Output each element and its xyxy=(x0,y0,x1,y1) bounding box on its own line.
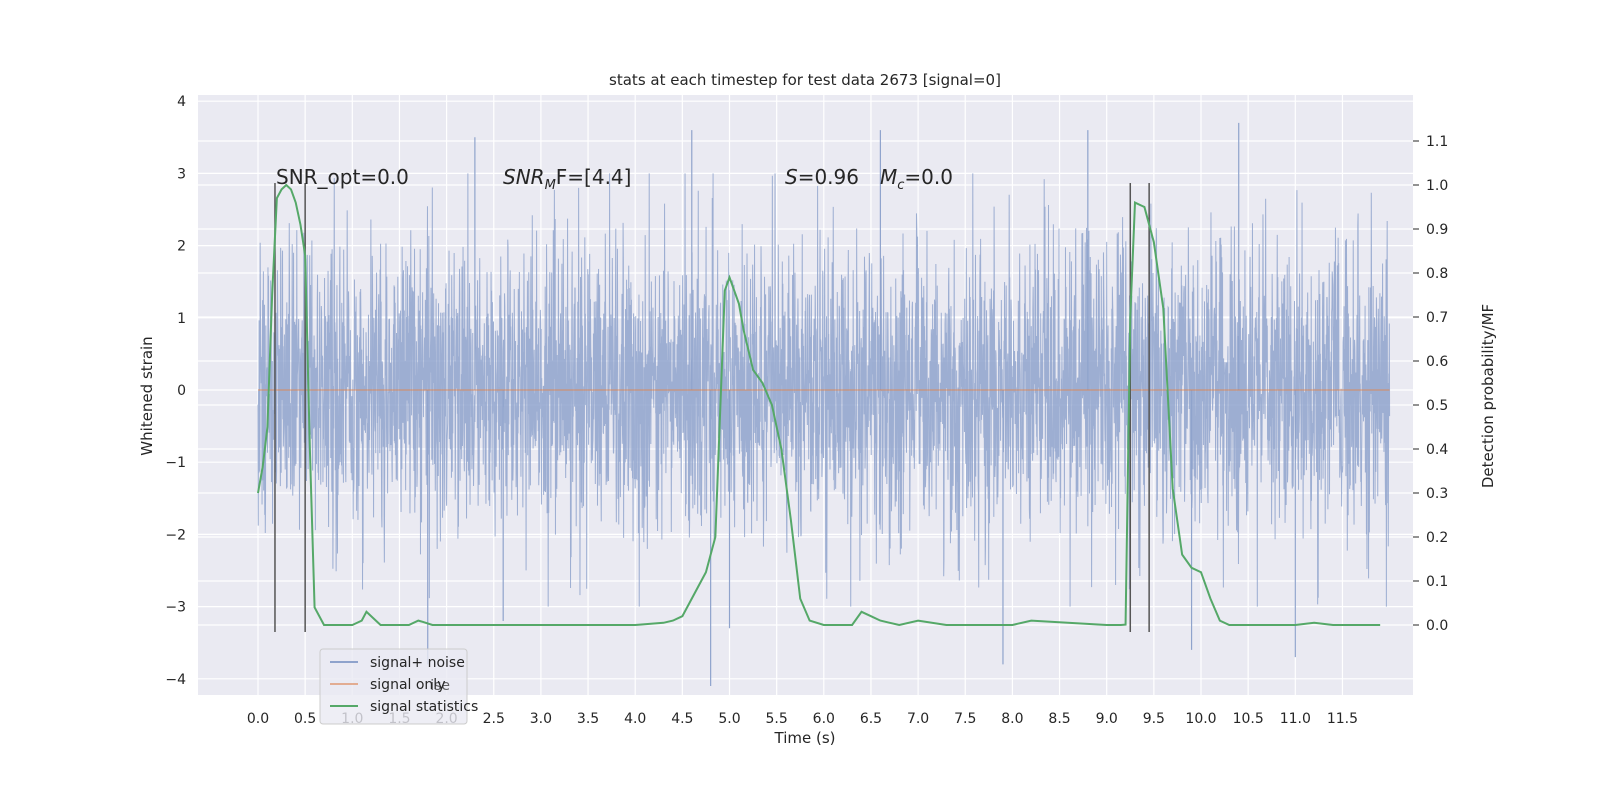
x-tick-label: 4.5 xyxy=(671,711,693,727)
y-left-tick-label: −3 xyxy=(165,600,186,616)
annotation-mc: Mc=0.0 xyxy=(880,165,953,193)
y-right-tick-label: 0.9 xyxy=(1426,222,1448,238)
x-tick-label: 7.5 xyxy=(954,711,976,727)
y-left-tick-label: −2 xyxy=(165,527,186,543)
x-tick-label: 10.5 xyxy=(1233,711,1264,727)
annotation-mc-subscript: c xyxy=(897,178,904,193)
x-tick-label: 10.0 xyxy=(1185,711,1216,727)
x-tick-label: 11.0 xyxy=(1280,711,1311,727)
x-tick-label: 5.0 xyxy=(718,711,740,727)
y-right-tick-label: 1.1 xyxy=(1426,134,1448,150)
y-left-axis-ticks: 4 3 2 1 0 −1 −2 −3 −4 xyxy=(165,94,186,688)
y-right-axis-ticks: 1.1 1.0 0.9 0.8 0.7 0.6 0.5 0.4 0.3 0.2 0.1 0.0 xyxy=(1413,134,1448,634)
legend-entry-signal-only: signal only xyxy=(370,677,445,693)
y-left-tick-label: −1 xyxy=(165,455,186,471)
x-tick-label: 4.0 xyxy=(624,711,646,727)
annotation-snr-mf-symbol: SNR xyxy=(503,165,545,189)
x-tick-label: 9.0 xyxy=(1096,711,1118,727)
series-signal-noise xyxy=(257,122,1391,687)
annotation-mc-value: =0.0 xyxy=(904,165,953,189)
x-tick-label: 6.5 xyxy=(860,711,882,727)
legend-ghost-text: ise xyxy=(430,678,450,694)
x-tick-label: 0.5 xyxy=(294,711,316,727)
annotation-snr-mf-subscript: M xyxy=(545,178,556,193)
annotation-s-value: =0.96 xyxy=(798,165,859,189)
y-right-axis-label: Detection probability/MF xyxy=(1479,304,1497,488)
y-right-tick-label: 1.0 xyxy=(1426,178,1448,194)
y-left-tick-label: 1 xyxy=(177,311,186,327)
series-signal-statistics xyxy=(257,183,1381,627)
annotation-s-symbol: S xyxy=(785,165,798,189)
x-tick-label: 2.5 xyxy=(483,711,505,727)
y-right-tick-label: 0.4 xyxy=(1426,442,1448,458)
legend-entry-signal-noise: signal+ noise xyxy=(370,655,465,671)
annotation-s: S=0.96 xyxy=(785,165,859,189)
y-right-tick-label: 0.1 xyxy=(1426,574,1448,590)
y-right-tick-label: 0.2 xyxy=(1426,530,1448,546)
signal-noise-line xyxy=(257,173,1391,607)
chart-title: stats at each timestep for test data 267… xyxy=(609,71,1001,89)
annotation-snr-mf: SNRMF=[4.4] xyxy=(503,165,631,193)
annotation-snr-opt: SNR_opt=0.0 xyxy=(276,165,409,189)
x-tick-label: 0.0 xyxy=(247,711,269,727)
x-tick-label: 8.0 xyxy=(1001,711,1023,727)
y-right-tick-label: 0.7 xyxy=(1426,310,1448,326)
y-left-tick-label: 4 xyxy=(177,94,186,110)
signal-statistics-line xyxy=(257,183,1381,627)
y-right-tick-label: 0.0 xyxy=(1426,618,1448,634)
x-tick-label: 7.0 xyxy=(907,711,929,727)
y-right-tick-label: 0.6 xyxy=(1426,354,1448,370)
y-right-tick-label: 0.8 xyxy=(1426,266,1448,282)
x-tick-label: 5.5 xyxy=(766,711,788,727)
y-left-axis-label: Whitened strain xyxy=(138,336,156,455)
x-tick-label: 3.5 xyxy=(577,711,599,727)
x-axis-label: Time (s) xyxy=(774,729,836,747)
x-tick-label: 8.5 xyxy=(1048,711,1070,727)
x-tick-label: 3.0 xyxy=(530,711,552,727)
y-left-tick-label: −4 xyxy=(165,672,186,688)
y-right-tick-label: 0.3 xyxy=(1426,486,1448,502)
y-left-tick-label: 3 xyxy=(177,166,186,182)
x-tick-label: 9.5 xyxy=(1143,711,1165,727)
y-right-tick-label: 0.5 xyxy=(1426,398,1448,414)
y-left-tick-label: 2 xyxy=(177,239,186,255)
annotation-snr-mf-value: F=[4.4] xyxy=(556,165,632,189)
y-left-tick-label: 0 xyxy=(177,383,186,399)
annotation-mc-symbol: M xyxy=(880,165,897,189)
x-tick-label: 11.5 xyxy=(1327,711,1358,727)
x-tick-label: 6.0 xyxy=(813,711,835,727)
legend: ise signal+ noise signal only signal sta… xyxy=(319,648,478,725)
legend-entry-signal-statistics: signal statistics xyxy=(370,699,478,715)
